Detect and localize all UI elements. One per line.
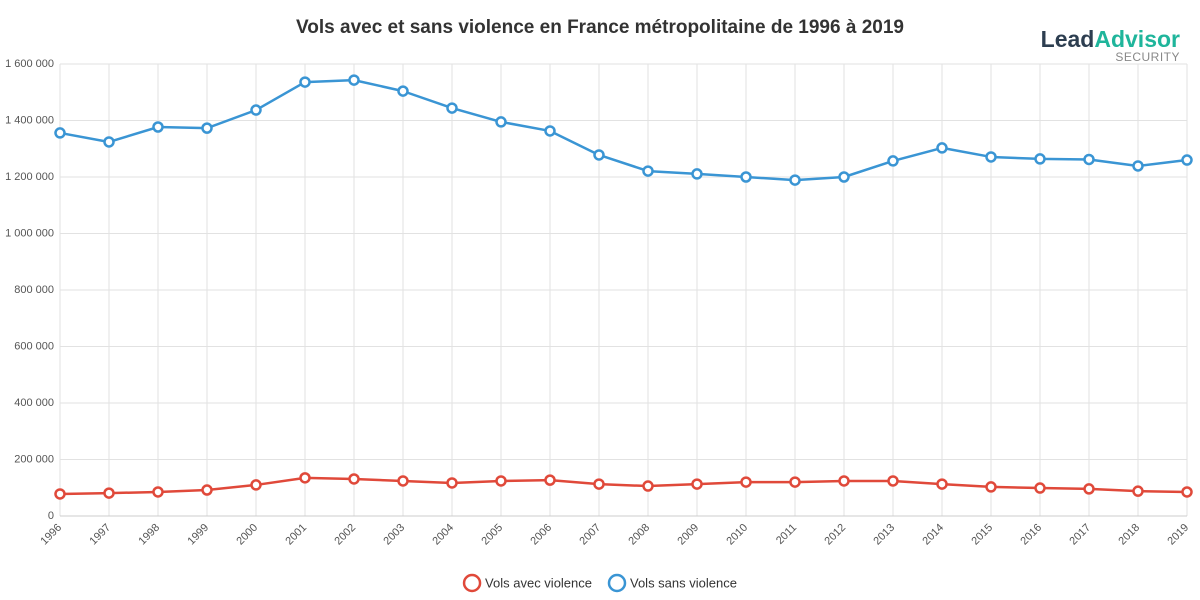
- data-point: [299, 472, 311, 484]
- y-tick-label: 1 200 000: [5, 171, 54, 183]
- data-point: [1034, 153, 1046, 165]
- logo: LeadAdvisor: [1041, 26, 1180, 52]
- data-point: [446, 477, 458, 489]
- x-tick-label: 2009: [675, 522, 701, 548]
- data-point: [201, 122, 213, 134]
- logo-advisor: Advisor: [1094, 26, 1180, 52]
- x-tick-label: 1997: [87, 522, 113, 548]
- x-tick-label: 2011: [774, 522, 799, 547]
- logo-tagline: SECURITY: [1115, 50, 1180, 64]
- x-tick-label: 2013: [871, 522, 897, 548]
- data-point: [985, 151, 997, 163]
- x-tick-label: 2001: [283, 522, 309, 548]
- chart-title: Vols avec et sans violence en France mét…: [296, 17, 904, 38]
- series-line: [59, 78, 1188, 182]
- data-point: [201, 484, 213, 496]
- data-point: [936, 478, 948, 490]
- data-point: [1083, 483, 1095, 495]
- x-tick-label: 2006: [528, 522, 554, 548]
- data-point: [1181, 486, 1193, 498]
- x-tick-label: 2010: [724, 522, 750, 548]
- data-point: [936, 142, 948, 154]
- legend-label: Vols sans violence: [630, 575, 737, 590]
- data-point: [740, 476, 752, 488]
- y-tick-label: 200 000: [14, 453, 54, 465]
- data-point: [250, 479, 262, 491]
- data-point: [299, 76, 311, 88]
- data-point: [103, 136, 115, 148]
- x-tick-label: 2012: [822, 522, 848, 548]
- y-tick-label: 1 600 000: [5, 58, 54, 70]
- y-tick-label: 1 000 000: [5, 227, 54, 239]
- data-point: [397, 85, 409, 97]
- x-tick-label: 2015: [969, 522, 995, 548]
- data-point: [838, 171, 850, 183]
- data-point: [152, 121, 164, 133]
- x-tick-label: 2007: [577, 522, 603, 548]
- data-point: [495, 475, 507, 487]
- data-point: [740, 171, 752, 183]
- x-tick-label: 2016: [1018, 522, 1044, 548]
- data-point: [642, 480, 654, 492]
- data-point: [887, 155, 899, 167]
- x-tick-label: 1998: [136, 522, 162, 548]
- data-point: [642, 165, 654, 177]
- legend-swatch: [462, 573, 482, 593]
- legend-label: Vols avec violence: [485, 575, 592, 590]
- x-tick-label: 2002: [332, 522, 358, 548]
- y-tick-label: 1 400 000: [5, 114, 54, 126]
- data-point: [1132, 485, 1144, 497]
- data-point: [1181, 154, 1193, 166]
- data-point: [397, 475, 409, 487]
- data-point: [544, 474, 556, 486]
- data-point: [54, 488, 66, 500]
- data-point: [691, 168, 703, 180]
- data-point: [838, 475, 850, 487]
- legend: Vols avec violence Vols sans violence: [462, 573, 737, 593]
- y-tick-label: 400 000: [14, 397, 54, 409]
- data-point: [446, 102, 458, 114]
- data-point: [54, 127, 66, 139]
- x-tick-label: 2019: [1165, 522, 1191, 548]
- data-point: [1132, 160, 1144, 172]
- y-tick-label: 600 000: [14, 340, 54, 352]
- data-point: [593, 149, 605, 161]
- data-point: [103, 487, 115, 499]
- data-point: [152, 486, 164, 498]
- data-point: [593, 478, 605, 490]
- data-point: [789, 174, 801, 186]
- data-point: [348, 473, 360, 485]
- data-point: [1083, 153, 1095, 166]
- data-point: [691, 478, 703, 490]
- data-point: [887, 475, 899, 487]
- x-tick-label: 2017: [1067, 522, 1093, 548]
- data-point: [789, 476, 801, 488]
- x-tick-label: 2003: [381, 522, 407, 548]
- x-tick-label: 2008: [626, 522, 652, 548]
- series-line: [59, 476, 1188, 496]
- data-point: [544, 125, 556, 137]
- x-tick-label: 2014: [920, 522, 946, 548]
- data-point: [985, 481, 997, 493]
- logo-lead: Lead: [1041, 26, 1095, 52]
- x-tick-label: 2000: [234, 522, 260, 548]
- x-tick-label: 2005: [479, 522, 505, 548]
- x-tick-label: 2018: [1116, 522, 1142, 548]
- y-tick-label: 800 000: [14, 284, 54, 296]
- data-point: [1034, 482, 1046, 494]
- data-point: [250, 104, 262, 116]
- y-tick-label: 0: [48, 510, 54, 522]
- data-point: [495, 116, 507, 128]
- x-tick-label: 1996: [38, 522, 64, 548]
- x-tick-label: 1999: [185, 522, 211, 548]
- x-tick-label: 2004: [430, 522, 456, 548]
- data-point: [348, 74, 360, 86]
- legend-swatch: [607, 573, 627, 593]
